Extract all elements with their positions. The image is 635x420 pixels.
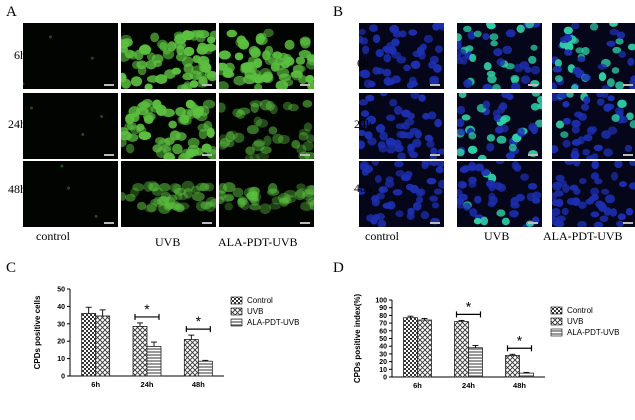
bar-ala-pdt-uvb-48h (197, 360, 213, 377)
legend-label-control: Control (567, 306, 593, 315)
bar-uvb-6h (417, 319, 432, 378)
micrograph-a-24h-control (23, 93, 118, 159)
bar-chart-c: 0 10 20 30 40 50 CPDs positive cells 6h 24h 48h * *… (33, 287, 299, 390)
bar-control-6h (403, 317, 418, 378)
significance-bracket-48h (506, 345, 533, 352)
bar-uvb-48h (505, 355, 520, 378)
panel-label-a: A (6, 4, 17, 20)
y-tick-label: 80 (379, 313, 387, 320)
micrograph-a-48h-alapdt (219, 161, 314, 227)
y-tick-label: 20 (57, 339, 65, 346)
legend-swatch-uvb (550, 317, 563, 326)
x-tick-label-6h: 6h (91, 380, 100, 389)
x-tick-label-24h: 24h (141, 380, 154, 389)
legend-label-control: Control (247, 296, 273, 305)
micrograph-a-6h-control (23, 23, 118, 89)
y-tick-label: 90 (379, 305, 387, 312)
significance-star: * (466, 298, 472, 314)
micrograph-b-48h-alapdt (552, 161, 635, 227)
row-label-48h-a: 48h (8, 182, 26, 196)
microscopy-panel-b (359, 23, 635, 227)
micrograph-b-6h-alapdt (552, 23, 635, 89)
legend-swatch-ala-pdt-uvb (550, 328, 563, 337)
micrograph-b-6h-control (359, 23, 444, 89)
column-label-control-a: control (36, 229, 71, 243)
column-label-alapdt-a: ALA-PDT-UVB (218, 235, 298, 249)
micrograph-a-48h-uvb (121, 161, 216, 227)
significance-star: * (144, 301, 150, 317)
micrograph-b-48h-uvb (457, 161, 542, 227)
y-tick-label: 50 (379, 336, 387, 343)
bar-ala-pdt-uvb-24h (146, 346, 162, 377)
bar-uvb-24h (454, 321, 469, 378)
y-axis-label: CPDs positive index(%) (353, 293, 362, 383)
micrograph-a-6h-uvb (121, 23, 216, 89)
bar-control-6h (81, 312, 97, 377)
y-tick-label: 40 (57, 304, 65, 311)
row-label-6h-a: 6h (14, 48, 26, 62)
legend-label-ala-pdt-uvb: ALA-PDT-UVB (247, 318, 299, 327)
legend-label-ala-pdt-uvb: ALA-PDT-UVB (567, 328, 619, 337)
significance-star: * (196, 313, 202, 329)
y-tick-label: 0 (383, 375, 387, 382)
row-label-24h-a: 24h (8, 117, 26, 131)
significance-bracket-48h (185, 326, 211, 333)
y-tick-label: 50 (57, 287, 65, 294)
y-axis-label: CPDs positive cells (33, 295, 42, 369)
y-tick-label: 30 (379, 351, 387, 358)
y-tick-label: 100 (375, 298, 387, 305)
x-tick-label-48h: 48h (513, 381, 526, 390)
column-label-uvb-b: UVB (484, 229, 509, 243)
micrograph-b-48h-control (359, 161, 444, 227)
panel-label-c: C (6, 260, 16, 276)
micrograph-b-24h-alapdt (552, 93, 635, 159)
bar-uvb-6h (95, 315, 111, 377)
y-tick-label: 70 (379, 321, 387, 328)
column-label-alapdt-b: ALA-PDT-UVB (543, 229, 623, 243)
row-label-24h-b: 24h (354, 117, 372, 131)
micrograph-b-24h-control (359, 93, 444, 159)
y-tick-label: 10 (379, 367, 387, 374)
y-tick-label: 60 (379, 328, 387, 335)
row-label-48h-b: 48h (354, 181, 372, 195)
micrograph-a-48h-control (23, 161, 118, 227)
column-label-uvb-a: UVB (155, 235, 180, 249)
micrograph-a-24h-alapdt (219, 93, 314, 159)
micrograph-a-24h-uvb (121, 93, 216, 159)
bar-ala-pdt-uvb-24h (468, 347, 483, 378)
panel-label-b: B (333, 4, 343, 20)
y-tick-label: 0 (61, 374, 65, 381)
row-label-6h-b: 6h (357, 56, 369, 70)
significance-star: * (517, 332, 523, 348)
micrograph-a-6h-alapdt (219, 23, 314, 89)
legend-swatch-control (230, 296, 243, 305)
significance-bracket-24h (134, 313, 160, 320)
micrograph-b-24h-uvb (457, 93, 542, 159)
legend-label-uvb: UVB (247, 307, 263, 316)
legend-swatch-ala-pdt-uvb (230, 318, 243, 327)
microscopy-panel-a (23, 23, 314, 227)
x-tick-label-6h: 6h (413, 381, 422, 390)
legend-label-uvb: UVB (567, 317, 583, 326)
bar-uvb-24h (132, 326, 148, 377)
legend-swatch-uvb (230, 307, 243, 316)
panel-label-d: D (333, 260, 344, 276)
x-tick-label-24h: 24h (462, 381, 475, 390)
micrograph-b-6h-uvb (457, 23, 542, 89)
x-tick-label-48h: 48h (192, 380, 205, 389)
legend-swatch-control (550, 306, 563, 315)
y-tick-label: 20 (379, 359, 387, 366)
y-tick-label: 30 (57, 321, 65, 328)
bar-ala-pdt-uvb-48h (519, 372, 534, 378)
bar-uvb-48h (183, 339, 199, 377)
y-tick-label: 10 (57, 356, 65, 363)
column-label-control-b: control (365, 229, 400, 243)
significance-bracket-24h (455, 311, 482, 318)
y-tick-label: 40 (379, 344, 387, 351)
